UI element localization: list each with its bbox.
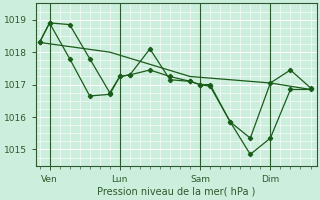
X-axis label: Pression niveau de la mer( hPa ): Pression niveau de la mer( hPa )	[97, 187, 255, 197]
